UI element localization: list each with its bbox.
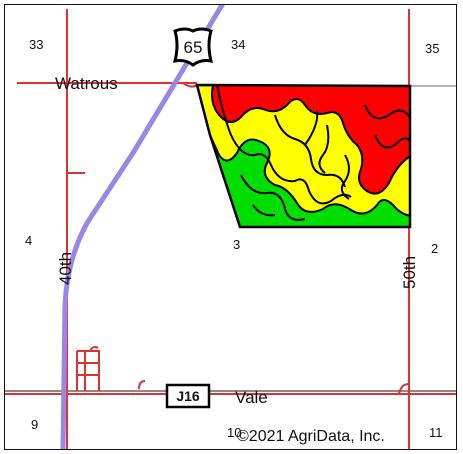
section-34: 34 — [231, 37, 245, 52]
place-label-watrous: Watrous — [55, 74, 118, 93]
us-highway-65 — [60, 5, 225, 449]
section-3: 3 — [233, 237, 240, 252]
us-route-number: 65 — [184, 38, 203, 57]
road-label-40th: 40th — [56, 252, 75, 285]
county-route-number: J16 — [176, 388, 200, 404]
section-35: 35 — [425, 41, 439, 56]
section-2: 2 — [431, 241, 438, 256]
section-labels: 33 34 35 4 3 2 9 10 11 — [25, 37, 443, 440]
yield-zone-high — [211, 85, 410, 195]
county-road-sign-icon: J16 — [165, 383, 211, 409]
place-label-vale: Vale — [235, 388, 268, 407]
section-10: 10 — [227, 425, 241, 440]
section-11: 11 — [429, 425, 443, 440]
section-9: 9 — [31, 417, 38, 432]
map-frame[interactable]: 65 J16 33 34 35 4 3 2 9 10 11 Watrous Va… — [4, 4, 457, 450]
copyright-notice: ©2021 AgriData, Inc. — [237, 428, 385, 445]
local-roads — [5, 9, 456, 449]
road-label-50th: 50th — [400, 256, 419, 289]
section-33: 33 — [29, 37, 43, 52]
yield-field[interactable] — [185, 75, 425, 245]
section-4: 4 — [25, 233, 32, 248]
map-canvas[interactable]: 65 J16 33 34 35 4 3 2 9 10 11 Watrous Va… — [5, 5, 457, 450]
us-highway-shield-icon: 65 — [172, 27, 214, 67]
field-boundary — [195, 83, 412, 229]
